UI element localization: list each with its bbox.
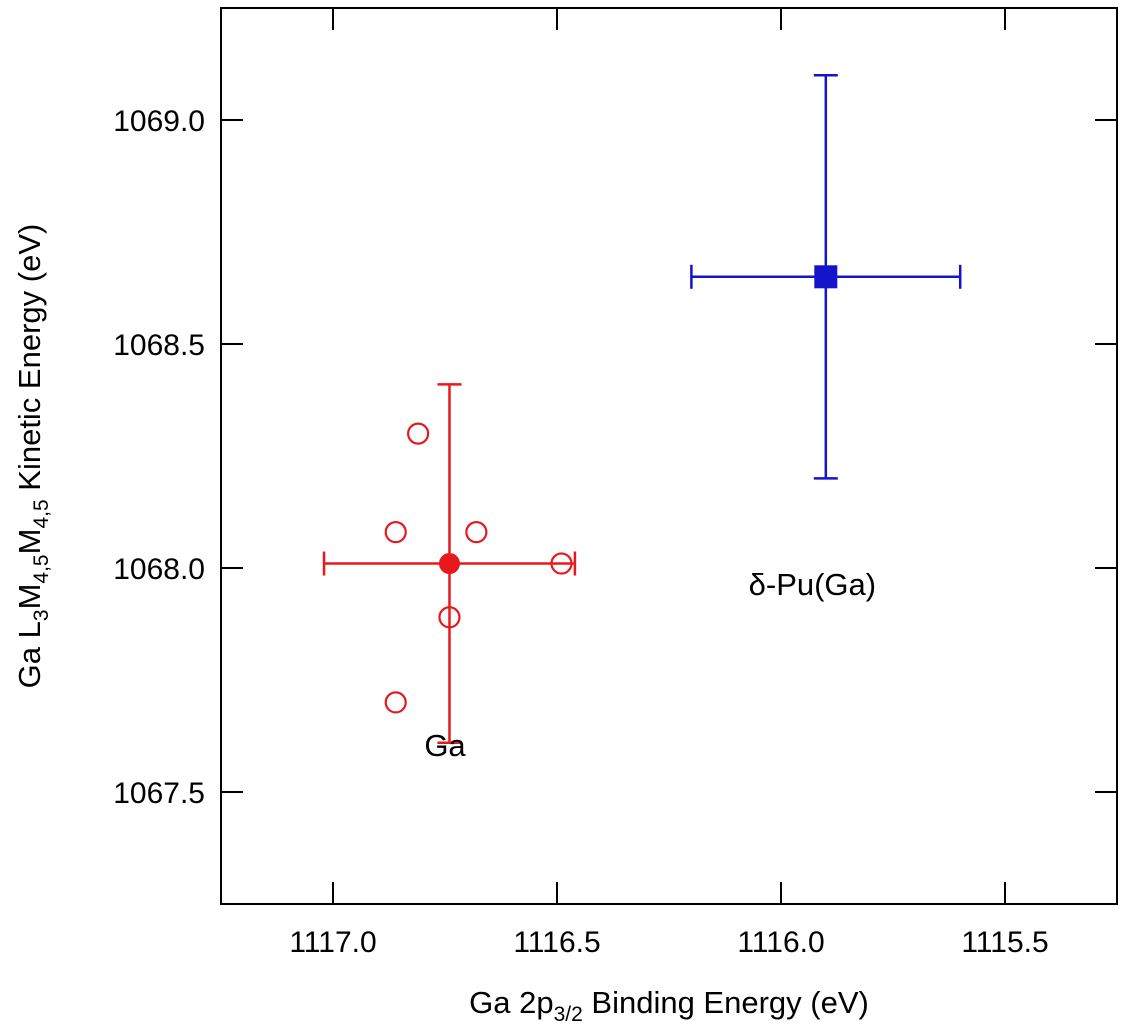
- y-tick-label: 1069.0: [113, 105, 205, 138]
- axis-label-text: M: [12, 529, 47, 555]
- y-tick-label: 1068.5: [113, 329, 205, 362]
- x-tick-label: 1116.0: [737, 926, 824, 959]
- data-point-open-circle: [407, 422, 430, 445]
- y-axis-label: Ga L3M4,5M4,5 Kinetic Energy (eV): [12, 224, 53, 689]
- axis-label-text: Ga 2p: [469, 985, 553, 1020]
- axis-label-text: Ga L: [12, 621, 47, 688]
- tick-labels: 1117.0 1116.5 1116.0 1115.5 1067.5 1068.0 1068…: [113, 105, 1048, 959]
- axis-label-text: Binding Energy (eV): [583, 985, 869, 1020]
- plot-frame: [220, 7, 1118, 905]
- x-axis-label: Ga 2p3/2 Binding Energy (eV): [469, 985, 869, 1026]
- axis-label-subscript: 3: [30, 609, 53, 621]
- annotations: Ga δ-Pu(Ga): [424, 567, 876, 763]
- data-point-filled-circle: [438, 553, 460, 575]
- axis-label-text: M: [12, 584, 47, 610]
- y-tick-label: 1068.0: [113, 553, 205, 586]
- x-tick-label: 1117.0: [289, 926, 376, 959]
- annotation-label: δ-Pu(Ga): [749, 567, 877, 602]
- x-tick-label: 1116.5: [513, 926, 600, 959]
- y-tick-label: 1067.5: [113, 777, 205, 810]
- annotation-label: Ga: [424, 728, 466, 763]
- axis-label-subscript: 4,5: [30, 499, 53, 528]
- data-point-open-circle: [384, 521, 407, 544]
- axis-label-subscript: 3/2: [554, 1003, 583, 1026]
- x-tick-label: 1115.5: [961, 926, 1048, 959]
- data-point-filled-square: [814, 265, 838, 289]
- axis-ticks: [221, 8, 1117, 904]
- data-marks: [322, 73, 962, 744]
- data-point-open-circle: [465, 521, 488, 544]
- axis-label-text: Kinetic Energy (eV): [12, 224, 47, 500]
- data-point-open-circle: [384, 691, 407, 714]
- axis-label-subscript: 4,5: [30, 554, 53, 583]
